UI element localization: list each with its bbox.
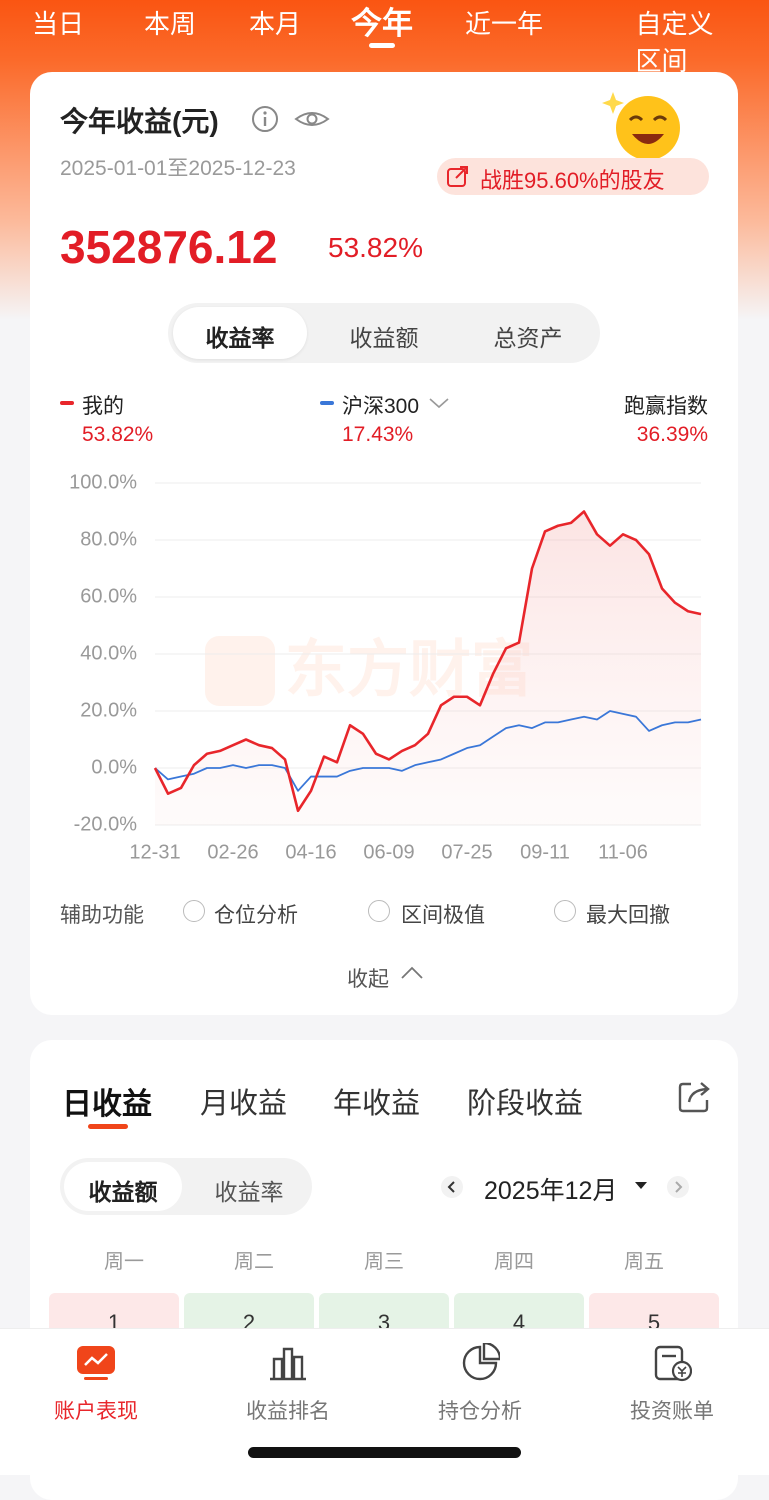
legend-name: 我的: [82, 395, 124, 418]
y-tick-label: -20.0%: [74, 813, 138, 835]
watermark-logo: [205, 636, 275, 706]
radio[interactable]: [183, 900, 205, 922]
emoji-icon: [602, 92, 680, 160]
income-tab[interactable]: 阶段收益: [467, 1088, 584, 1120]
nav-label[interactable]: 投资账单: [630, 1400, 714, 1423]
date-range: 2025-01-01至2025-12-23: [60, 157, 296, 180]
radio[interactable]: [554, 900, 576, 922]
line-chart: 东方财富 100.0%80.0%60.0%40.0%20.0%0.0%-20.0…: [69, 471, 702, 863]
legend-name[interactable]: 沪深300: [342, 395, 420, 418]
summary-title: 今年收益(元): [60, 106, 219, 137]
nav-icon[interactable]: [268, 1343, 308, 1383]
period-tab[interactable]: 近一年: [464, 9, 544, 39]
legend-swatch: [60, 401, 74, 405]
profit-amount: 352876.12: [60, 221, 278, 273]
collapse-chevron[interactable]: [400, 965, 424, 981]
weekday: 周一: [104, 1251, 144, 1273]
title-icons[interactable]: [250, 104, 330, 134]
nav-icon[interactable]: [460, 1343, 500, 1383]
excess-label: 跑赢指数: [624, 395, 708, 418]
collapse-button[interactable]: 收起: [347, 968, 389, 991]
dropdown-chevron[interactable]: [428, 396, 450, 410]
y-tick-label: 0.0%: [91, 756, 137, 778]
income-tab[interactable]: 年收益: [333, 1088, 421, 1120]
period-tab[interactable]: 当日: [31, 9, 85, 39]
x-tick-label: 02-26: [207, 841, 258, 863]
income-tab[interactable]: 月收益: [200, 1088, 288, 1120]
nav-icon[interactable]: [652, 1343, 692, 1383]
x-tick-label: 11-06: [598, 841, 648, 863]
legend-swatch: [320, 401, 334, 405]
y-tick-label: 100.0%: [69, 471, 137, 493]
weekday: 周二: [234, 1251, 274, 1273]
x-tick-label: 12-31: [129, 841, 180, 863]
nav-icon[interactable]: [76, 1343, 116, 1383]
y-tick-label: 40.0%: [80, 642, 137, 664]
nav-label[interactable]: 持仓分析: [438, 1400, 522, 1423]
share-icon[interactable]: [677, 1080, 711, 1114]
period-tab[interactable]: 本月: [248, 9, 302, 39]
prev-month[interactable]: [440, 1175, 464, 1199]
weekday: 周四: [494, 1251, 534, 1273]
x-tick-label: 04-16: [285, 841, 336, 863]
metric-tab[interactable]: 收益额: [349, 325, 419, 351]
metric-tab[interactable]: 收益率: [205, 325, 275, 351]
month-picker[interactable]: 2025年12月: [484, 1177, 618, 1205]
tab-indicator: [369, 43, 395, 48]
nav-label[interactable]: 账户表现: [54, 1400, 138, 1423]
weekday: 周三: [364, 1251, 404, 1273]
area: [155, 511, 701, 825]
home-indicator: [248, 1447, 521, 1458]
income-tab-indicator: [88, 1124, 128, 1129]
tool-option[interactable]: 区间极值: [401, 904, 485, 927]
toggle-option[interactable]: 收益率: [214, 1179, 284, 1205]
excess-value: 36.39%: [636, 423, 708, 446]
x-tick-label: 06-09: [363, 841, 414, 863]
next-month[interactable]: [666, 1175, 690, 1199]
x-tick-label: 07-25: [441, 841, 492, 863]
tool-option[interactable]: 最大回撤: [586, 904, 670, 927]
y-tick-label: 80.0%: [80, 528, 137, 550]
badge-icon: [447, 166, 468, 187]
period-tab[interactable]: 本周: [143, 9, 197, 39]
legend-value: 17.43%: [342, 423, 414, 446]
period-tab[interactable]: 自定义区间: [635, 9, 714, 76]
month-caret[interactable]: [634, 1180, 648, 1192]
badge-text: 战胜95.60%的股友: [480, 168, 665, 193]
income-toggle-active: [64, 1162, 182, 1211]
tool-option[interactable]: 仓位分析: [214, 904, 298, 927]
y-tick-label: 60.0%: [80, 585, 137, 607]
weekday: 周五: [624, 1251, 664, 1273]
profit-rate: 53.82%: [328, 232, 423, 263]
series-line: [153, 510, 702, 813]
series-line: [154, 710, 702, 792]
x-tick-label: 09-11: [520, 841, 570, 863]
metric-tab[interactable]: 总资产: [493, 325, 563, 351]
tools-label: 辅助功能: [60, 904, 144, 927]
rank-badge[interactable]: [437, 158, 709, 195]
period-tab[interactable]: 今年: [351, 6, 413, 41]
radio[interactable]: [368, 900, 390, 922]
toggle-option[interactable]: 收益额: [88, 1179, 158, 1205]
bottom-nav: 账户表现 收益排名 持仓分析 投资账单: [0, 1328, 769, 1475]
legend-value: 53.82%: [82, 423, 154, 446]
nav-label[interactable]: 收益排名: [246, 1400, 330, 1423]
metric-active: [173, 307, 307, 359]
y-tick-label: 20.0%: [80, 699, 137, 721]
income-tab[interactable]: 日收益: [62, 1088, 152, 1121]
